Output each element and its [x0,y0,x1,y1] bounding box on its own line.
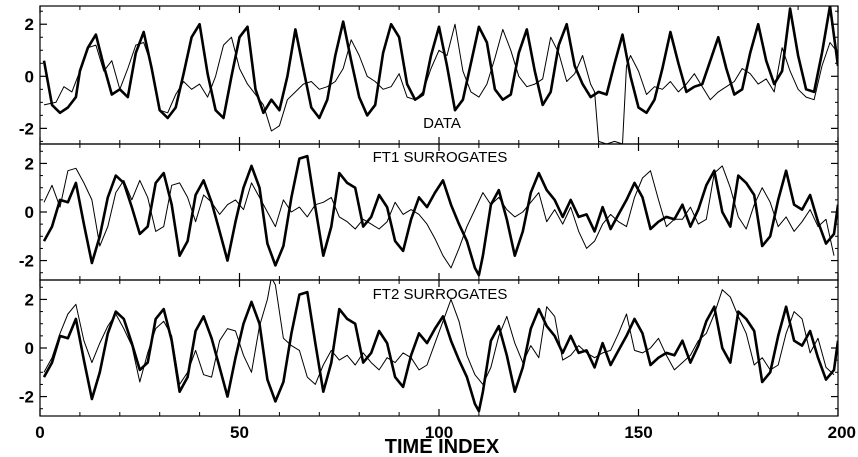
series-line-thick [42,290,838,413]
y-tick-label: 0 [25,203,34,222]
y-tick-label: 0 [25,67,34,86]
y-tick-label: -2 [19,252,34,271]
x-tick-label: 150 [624,423,652,442]
y-tick-label: 2 [25,15,34,34]
x-tick-label: 0 [35,423,44,442]
chart-panels: -2 0 2 DATA -2 0 2 FT1 SURROGATES -2 0 2 FT2 SURROG… [19,5,839,417]
panel-title: FT1 SURROGATES [373,149,508,166]
x-tick-label: 100 [425,423,453,442]
y-tick-label: -2 [19,388,34,407]
series-line-thin [43,23,838,144]
y-tick-label: 0 [25,339,34,358]
panel-title: DATA [423,115,461,132]
series-line-thin [43,165,835,269]
x-axis-title: TIME INDEX [385,436,500,457]
panel-title: FT2 SURROGATES [373,286,508,303]
series-line-thick [42,154,838,277]
y-tick-label: 2 [25,154,34,173]
x-axis: 0 50 100 150 200 [35,423,856,442]
panel-2: -2 0 2 FT1 SURROGATES [19,143,839,281]
x-tick-label: 200 [828,423,856,442]
series-line-thin [43,280,835,385]
series-line-thick [42,6,838,120]
y-tick-label: -2 [19,119,34,138]
y-tick-label: 2 [25,290,34,309]
panel-1: -2 0 2 DATA [19,5,839,145]
panel-3: -2 0 2 FT2 SURROGATES [19,279,839,417]
x-tick-label: 50 [230,423,249,442]
